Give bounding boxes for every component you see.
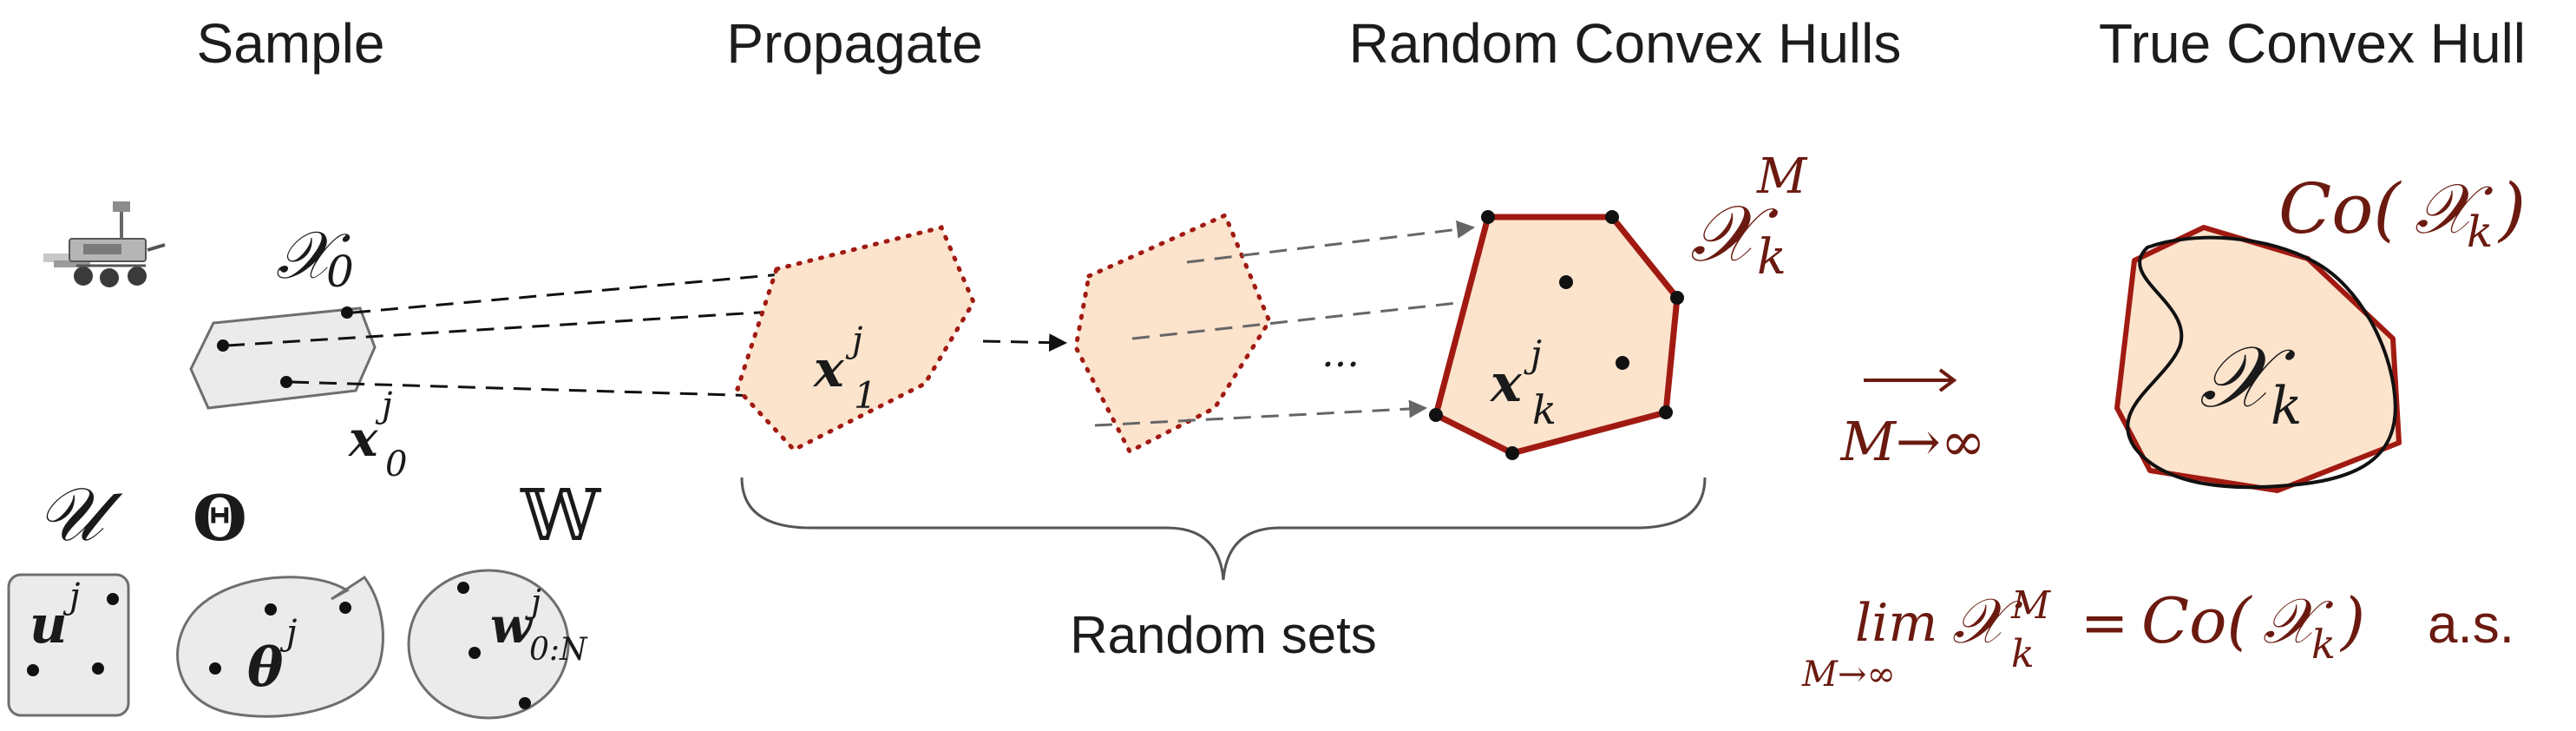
- sample-point: [280, 376, 292, 388]
- svg-text:a.s.: a.s.: [2428, 595, 2514, 655]
- initial-set-x0: [189, 306, 377, 410]
- hull-vertex: [1429, 408, 1443, 422]
- convergence-arrow: M→∞: [1839, 368, 1986, 473]
- svg-text:k: k: [2311, 621, 2336, 668]
- hull-vertex: [1605, 210, 1619, 224]
- sample-point: [341, 306, 353, 319]
- propagation-arrow: [982, 333, 1068, 352]
- svg-text:𝒰: 𝒰: [36, 471, 123, 558]
- svg-text:u: u: [29, 595, 68, 655]
- svg-text:x: x: [812, 339, 845, 398]
- svg-text:0:N: 0:N: [529, 632, 588, 668]
- rover-icon: [43, 201, 166, 287]
- random-sets-label: Random sets: [1070, 606, 1377, 664]
- hull-vertex: [1481, 210, 1495, 224]
- stage-title-sample: Sample: [197, 12, 385, 75]
- sample-point: [209, 662, 221, 675]
- svg-text:𝕎: 𝕎: [520, 475, 602, 557]
- true-hull-label: Co( 𝒳 k ): [2278, 168, 2526, 257]
- stage-title-true-hull: True Convex Hull: [2099, 12, 2526, 75]
- parameter-set-theta: [176, 575, 384, 718]
- svg-text:0: 0: [326, 247, 354, 297]
- svg-text:M: M: [1756, 148, 1808, 205]
- sample-point: [107, 593, 119, 605]
- disturbance-set-label: 𝕎: [520, 475, 602, 557]
- random-sets-brace: [740, 477, 1707, 581]
- svg-text:Co(: Co(: [2278, 168, 2402, 249]
- random-convex-hull: [1432, 214, 1681, 457]
- sample-point: [339, 602, 351, 614]
- hull-vertex: [1505, 446, 1519, 460]
- propagated-set-x1: [735, 225, 976, 453]
- sample-point: [519, 697, 531, 709]
- sample-point: [1616, 356, 1629, 370]
- sample-point: [457, 582, 469, 594]
- stage-title-propagate: Propagate: [726, 12, 982, 75]
- svg-text:k: k: [2011, 632, 2035, 676]
- sample-point: [217, 339, 229, 352]
- reachable-set-boundary: [2126, 235, 2397, 490]
- parameter-set-label: Θ: [193, 481, 247, 555]
- svg-text:1: 1: [854, 374, 877, 417]
- w-sample-label: w j 0:N: [490, 583, 588, 668]
- disturbance-set-w: [407, 569, 570, 720]
- svg-text:=: =: [2081, 589, 2128, 656]
- svg-text:x: x: [1489, 353, 1523, 414]
- svg-text:M: M: [2010, 583, 2051, 628]
- sample-point: [27, 664, 39, 676]
- sample-point: [92, 662, 104, 675]
- svg-text:x: x: [348, 411, 378, 468]
- svg-text:): ): [2497, 168, 2526, 249]
- svg-text:k: k: [2467, 207, 2493, 257]
- control-set-u: [7, 573, 130, 717]
- hull-vertex: [1659, 405, 1673, 419]
- hull-vertex: [1670, 291, 1684, 305]
- svg-text:0: 0: [385, 445, 407, 484]
- svg-text:k: k: [1757, 229, 1786, 286]
- sample-point: [469, 647, 481, 659]
- svg-text:lim: lim: [1855, 593, 1937, 654]
- svg-text:θ: θ: [247, 636, 284, 699]
- x0-set-label: 𝒳 0: [276, 216, 354, 297]
- propagation-arrow: [291, 380, 823, 406]
- limit-equation: lim M→∞ 𝒳 M k = Co( 𝒳 k ) a.s.: [1801, 583, 2514, 695]
- svg-text:k: k: [1532, 386, 1557, 433]
- propagation-arrow: [1186, 220, 1476, 264]
- svg-text:k: k: [2271, 376, 2302, 437]
- svg-text:M→∞: M→∞: [1801, 655, 1896, 695]
- svg-text:): ): [2339, 584, 2365, 657]
- svg-text:M→∞: M→∞: [1839, 410, 1985, 473]
- random-hull-label: 𝒳 M k: [1690, 148, 1808, 286]
- svg-text:Co(: Co(: [2141, 584, 2252, 657]
- x1-sample-label: x j 1: [812, 320, 877, 417]
- sample-point: [265, 603, 277, 616]
- svg-text:Θ: Θ: [193, 481, 247, 555]
- sample-point: [1559, 275, 1573, 289]
- svg-text:w: w: [490, 597, 534, 655]
- ellipsis: ...: [1321, 329, 1360, 376]
- x0-sample-label: x j 0: [348, 385, 407, 484]
- stage-title-random-hulls: Random Convex Hulls: [1349, 12, 1902, 75]
- control-set-label: 𝒰: [36, 471, 123, 558]
